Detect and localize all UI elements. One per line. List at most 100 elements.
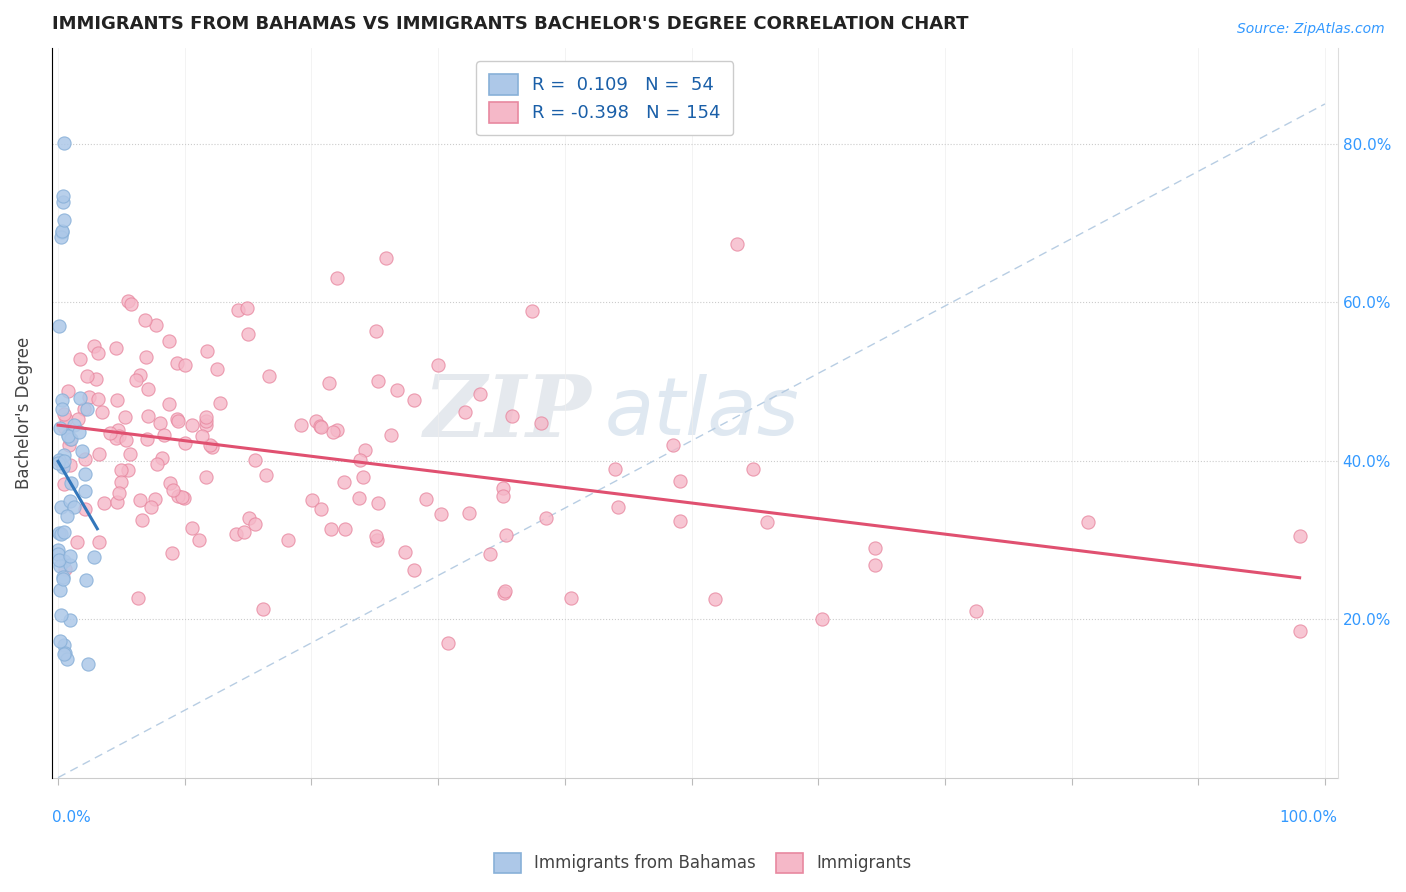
Point	[1077, 516, 1099, 530]
Point	[354, 443, 377, 458]
Point	[495, 528, 517, 542]
Point	[492, 489, 515, 503]
Point	[53, 561, 76, 575]
Point	[309, 419, 332, 434]
Point	[104, 431, 127, 445]
Point	[290, 417, 312, 432]
Point	[205, 361, 228, 376]
Point	[108, 429, 131, 443]
Point	[52, 448, 75, 462]
Point	[83, 338, 105, 352]
Point	[49, 230, 72, 244]
Point	[65, 534, 87, 549]
Point	[49, 420, 72, 434]
Point	[77, 657, 100, 672]
Point	[458, 506, 481, 520]
Point	[66, 412, 89, 426]
Point	[59, 493, 82, 508]
Point	[364, 529, 387, 543]
Point	[138, 382, 160, 396]
Point	[56, 428, 79, 442]
Point	[208, 395, 231, 409]
Point	[605, 461, 627, 475]
Point	[136, 409, 159, 423]
Point	[53, 477, 76, 491]
Point	[520, 304, 543, 318]
Point	[238, 511, 260, 525]
Text: 100.0%: 100.0%	[1279, 811, 1337, 825]
Point	[46, 547, 69, 561]
Point	[301, 493, 323, 508]
Point	[195, 414, 218, 428]
Point	[117, 293, 139, 308]
Point	[53, 420, 76, 434]
Point	[51, 401, 73, 416]
Point	[755, 516, 778, 530]
Point	[560, 591, 582, 606]
Point	[52, 460, 75, 475]
Point	[52, 638, 75, 652]
Point	[305, 414, 328, 428]
Point	[492, 585, 515, 599]
Point	[166, 489, 188, 503]
Point	[277, 533, 299, 548]
Point	[55, 412, 77, 426]
Point	[53, 407, 76, 421]
Text: atlas: atlas	[605, 374, 800, 452]
Point	[166, 411, 188, 425]
Point	[63, 418, 86, 433]
Point	[145, 318, 167, 332]
Point	[187, 533, 209, 547]
Point	[59, 432, 82, 446]
Point	[321, 522, 343, 536]
Point	[318, 376, 340, 390]
Point	[58, 438, 80, 452]
Point	[194, 470, 217, 484]
Point	[51, 607, 73, 622]
Point	[173, 491, 195, 506]
Point	[243, 452, 266, 467]
Point	[114, 433, 136, 447]
Point	[52, 188, 75, 202]
Point	[162, 483, 184, 497]
Point	[53, 646, 76, 660]
Point	[51, 224, 73, 238]
Point	[174, 436, 197, 450]
Point	[704, 591, 727, 606]
Point	[59, 558, 82, 572]
Point	[252, 601, 274, 615]
Point	[52, 454, 75, 468]
Point	[76, 402, 98, 417]
Point	[72, 443, 94, 458]
Point	[83, 550, 105, 565]
Text: Source: ZipAtlas.com: Source: ZipAtlas.com	[1237, 22, 1385, 37]
Point	[56, 509, 79, 524]
Point	[173, 359, 195, 373]
Point	[308, 419, 330, 434]
Point	[84, 371, 107, 385]
Point	[125, 374, 148, 388]
Point	[93, 496, 115, 510]
Point	[72, 401, 94, 416]
Point	[326, 423, 349, 437]
Point	[607, 500, 630, 514]
Point	[67, 425, 90, 439]
Y-axis label: Bachelor's Degree: Bachelor's Degree	[15, 337, 32, 489]
Point	[501, 409, 523, 424]
Point	[87, 346, 110, 360]
Point	[157, 396, 180, 410]
Point	[333, 475, 356, 489]
Point	[349, 453, 371, 467]
Point	[347, 491, 370, 505]
Point	[366, 533, 388, 547]
Point	[257, 368, 280, 383]
Point	[254, 468, 277, 483]
Point	[51, 500, 73, 515]
Point	[201, 440, 224, 454]
Point	[159, 334, 181, 348]
Point	[75, 574, 97, 588]
Point	[226, 302, 249, 317]
Point	[309, 501, 332, 516]
Point	[75, 467, 97, 482]
Text: 0.0%: 0.0%	[52, 811, 90, 825]
